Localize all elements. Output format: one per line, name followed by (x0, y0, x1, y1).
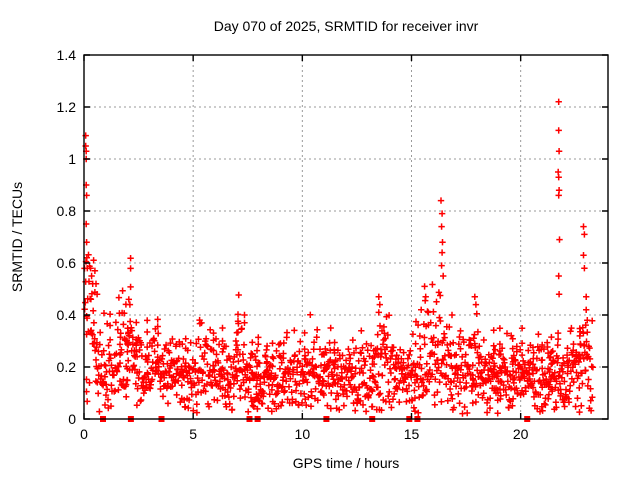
data-points (81, 98, 597, 417)
y-tick-label: 0 (68, 411, 76, 427)
x-tick-label: 5 (189, 426, 197, 442)
y-tick-label: 1.2 (57, 99, 77, 115)
y-axis-label: SRMTID / TECUs (9, 181, 25, 293)
y-tick-label: 0.8 (57, 203, 77, 219)
y-tick-label: 0.4 (57, 307, 77, 323)
y-tick-label: 0.2 (57, 359, 77, 375)
y-tick-label: 0.6 (57, 255, 77, 271)
x-tick-label: 15 (404, 426, 420, 442)
x-tick-label: 0 (80, 426, 88, 442)
x-tick-label: 20 (513, 426, 529, 442)
y-tick-label: 1 (68, 151, 76, 167)
axis-ticks (83, 54, 608, 420)
plot-border (83, 54, 609, 420)
y-tick-label: 1.4 (57, 47, 77, 63)
x-tick-label: 10 (295, 426, 311, 442)
x-axis-label: GPS time / hours (292, 455, 400, 471)
chart-title: Day 070 of 2025, SRMTID for receiver inv… (213, 18, 479, 34)
